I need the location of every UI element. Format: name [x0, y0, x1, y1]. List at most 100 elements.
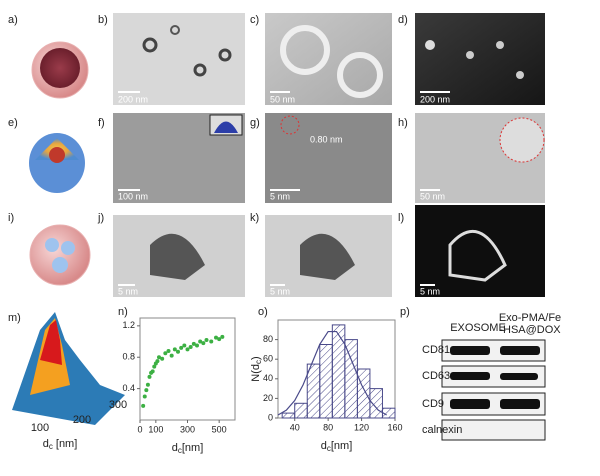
- label-part: [nm]: [331, 440, 352, 452]
- axis-tick-label: 200: [73, 414, 91, 426]
- panel-label: m): [8, 312, 21, 324]
- hist-bar: [344, 339, 358, 419]
- blot-header: EXOSOME: [450, 322, 506, 334]
- point: [142, 394, 147, 399]
- plot-frame: [139, 317, 236, 421]
- panel-label: a): [8, 14, 18, 26]
- point: [141, 403, 146, 408]
- point: [152, 364, 157, 369]
- point: [150, 369, 155, 374]
- scale-bar-label: 5 nm: [420, 286, 440, 296]
- panel-label: n): [118, 306, 128, 318]
- point: [204, 337, 209, 342]
- point: [182, 343, 187, 348]
- panel-label: j): [97, 212, 104, 224]
- panel-label: c): [250, 14, 259, 26]
- hist-bar: [306, 363, 321, 419]
- point: [176, 349, 180, 354]
- hist-bar: [294, 402, 308, 419]
- point: [198, 339, 203, 344]
- panel-label: d): [398, 14, 408, 26]
- x-tick-label: 0: [137, 424, 142, 434]
- x-axis-label: dc[nm]: [172, 442, 204, 455]
- point: [214, 335, 218, 340]
- point: [195, 343, 199, 348]
- scale-bar-label: 200 nm: [420, 94, 450, 104]
- x-tick-label: 160: [387, 422, 402, 432]
- label-part: ): [250, 356, 262, 360]
- point: [172, 347, 177, 352]
- hist-bar: [319, 344, 333, 419]
- y-axis-label: N(dc): [250, 356, 263, 381]
- x-tick-label: 100: [148, 424, 163, 434]
- y-tick-label: 80: [263, 334, 273, 344]
- label-sub: c: [49, 442, 53, 451]
- label-part: d: [172, 442, 178, 454]
- blot-row-label: CD81: [422, 344, 450, 356]
- axis-tick-label: 300: [109, 399, 127, 411]
- x-tick-label: 120: [354, 422, 369, 432]
- label-part: d: [43, 438, 49, 450]
- hist-bar: [331, 324, 346, 419]
- panel-label: o): [258, 306, 268, 318]
- point: [191, 341, 196, 346]
- blot-boxes: [441, 339, 546, 441]
- hist-bar: [281, 412, 296, 419]
- panel-label: p): [400, 306, 410, 318]
- point: [220, 334, 225, 339]
- point: [169, 353, 174, 358]
- label-part: N(d: [250, 364, 262, 382]
- x-tick-label: 40: [290, 422, 300, 432]
- point: [179, 345, 184, 350]
- panel-label: b): [98, 14, 108, 26]
- point: [160, 356, 165, 361]
- label-part: [nm]: [182, 442, 203, 454]
- scale-bar-label: 5 nm: [270, 191, 290, 201]
- point: [144, 388, 149, 393]
- scale-bar-label: 5 nm: [270, 286, 290, 296]
- axis-label: dc [nm]: [43, 438, 78, 451]
- point: [155, 359, 160, 364]
- label-sub: c: [178, 446, 182, 455]
- micrographs: [113, 13, 545, 297]
- y-tick-label: 40: [263, 373, 273, 383]
- y-tick-label: 0: [268, 412, 273, 422]
- panel-label: f): [98, 117, 105, 129]
- scale-bar-label: 50 nm: [270, 94, 295, 104]
- y-tick-label: 60: [263, 354, 273, 364]
- scale-bar-label: 5 nm: [118, 286, 138, 296]
- label-part: d: [321, 440, 327, 452]
- schematics: [29, 41, 91, 286]
- annotation: 0.80 nm: [310, 134, 343, 144]
- y-tick-label: 1.2: [122, 320, 135, 330]
- scale-bar-label: 50 nm: [420, 191, 445, 201]
- y-tick-label: 20: [263, 393, 273, 403]
- point: [166, 348, 171, 353]
- point: [145, 382, 150, 387]
- blot-header: -HSA@DOX: [499, 324, 561, 336]
- scale-bar-label: 100 nm: [118, 191, 148, 201]
- panel-label: i): [8, 212, 14, 224]
- blot-header: Exo-PMA/Fe: [499, 312, 561, 324]
- panel-label: h): [398, 117, 408, 129]
- y-tick-label: 0.4: [122, 383, 135, 393]
- x-axis-label: dc[nm]: [321, 440, 353, 453]
- surface-plot: [12, 312, 125, 425]
- panel-label: e): [8, 117, 18, 129]
- y-tick-label: 0.8: [122, 352, 135, 362]
- point: [185, 347, 190, 352]
- x-tick-label: 80: [323, 422, 333, 432]
- point: [217, 337, 222, 342]
- blot-row-label: CD9: [422, 398, 444, 410]
- label-part: [nm]: [53, 438, 77, 450]
- point: [188, 345, 193, 350]
- fit-line: [277, 330, 387, 416]
- panel-label: k): [250, 212, 259, 224]
- blot-row-label: CD63: [422, 370, 450, 382]
- blot-row-label: calnexin: [422, 424, 462, 436]
- label-sub: c: [254, 360, 263, 364]
- x-tick-label: 500: [212, 424, 227, 434]
- x-tick-label: 300: [180, 424, 195, 434]
- axis-tick-label: 100: [31, 422, 49, 434]
